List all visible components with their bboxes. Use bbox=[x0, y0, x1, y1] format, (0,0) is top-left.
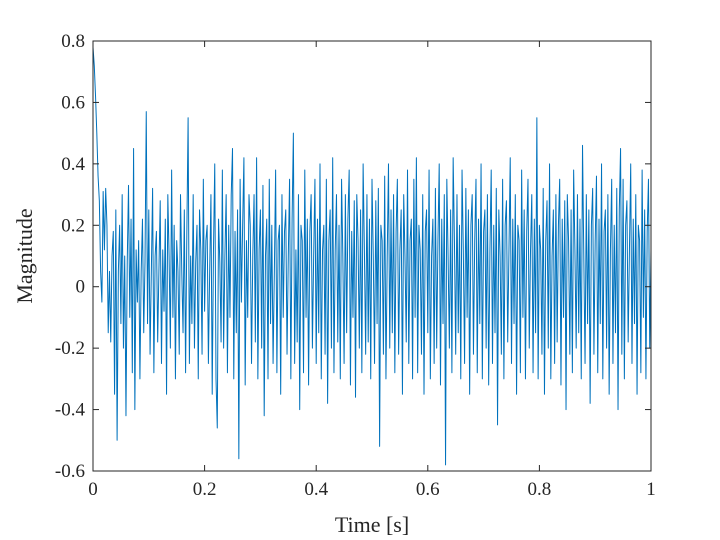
x-tick-label: 0 bbox=[88, 479, 98, 500]
y-tick-label: 0.6 bbox=[61, 92, 85, 113]
y-tick-label: 0 bbox=[76, 277, 86, 298]
plot-area: 0 0.2 0.4 0.6 0.8 1 -0.6 -0.4 -0.2 0 0.2 0.4 0.6 0.8 bbox=[55, 31, 656, 500]
x-tick-label: 0.6 bbox=[416, 479, 440, 500]
y-tick-label: -0.4 bbox=[55, 400, 86, 421]
x-tick-label: 0.4 bbox=[304, 479, 328, 500]
x-tick-label: 0.2 bbox=[193, 479, 217, 500]
series-group bbox=[92, 47, 652, 466]
watermark-text: 知乎 @哥廷根数学学派 bbox=[496, 499, 702, 523]
y-tick-label: 0.8 bbox=[61, 31, 85, 52]
y-axis-title: Magnitude bbox=[12, 208, 37, 303]
y-tick-label: 0.4 bbox=[61, 154, 85, 175]
x-axis-title: Time [s] bbox=[335, 512, 409, 537]
y-axis: -0.6 -0.4 -0.2 0 0.2 0.4 0.6 0.8 bbox=[55, 31, 651, 482]
y-tick-label: -0.2 bbox=[55, 338, 85, 359]
x-axis: 0 0.2 0.4 0.6 0.8 1 bbox=[88, 41, 656, 500]
y-tick-label: -0.6 bbox=[55, 461, 85, 482]
y-tick-label: 0.2 bbox=[61, 215, 85, 236]
x-tick-label: 0.8 bbox=[528, 479, 552, 500]
x-tick-label: 1 bbox=[646, 479, 656, 500]
axes-box bbox=[92, 40, 652, 472]
series-line-0 bbox=[92, 47, 652, 466]
